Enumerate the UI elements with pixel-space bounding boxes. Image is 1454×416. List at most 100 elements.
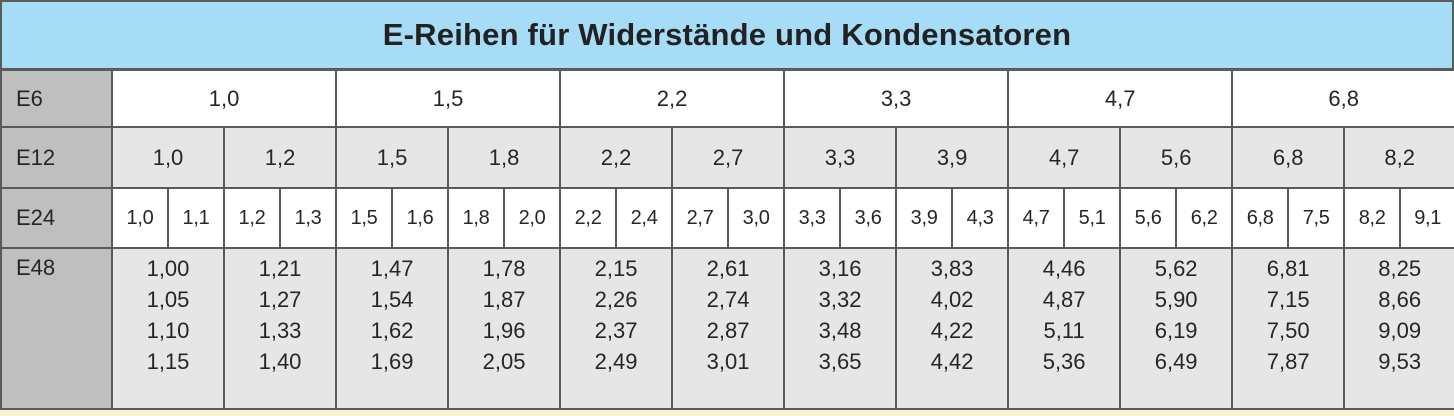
e48-value: 8,25 <box>1378 256 1422 281</box>
e24-value-cell: 1,8 <box>447 187 506 249</box>
e48-value-stack: 1,21 1,27 1,33 1,40 <box>226 250 334 377</box>
e48-value: 5,11 <box>1043 318 1085 343</box>
e48-value-stack: 1,00 1,05 1,10 1,15 <box>114 250 222 377</box>
e6-value-cell: 1,5 <box>335 69 562 128</box>
e24-value-cell: 9,1 <box>1399 187 1454 249</box>
e48-value: 6,49 <box>1154 349 1198 374</box>
e48-value-stack: 3,83 4,02 4,22 4,42 <box>898 250 1006 377</box>
e48-value-stack: 8,25 8,66 9,09 9,53 <box>1346 250 1453 377</box>
e12-value-cell: 3,9 <box>895 126 1010 189</box>
e48-value: 7,50 <box>1266 318 1310 343</box>
e24-value-cell: 5,6 <box>1119 187 1178 249</box>
e48-value: 3,32 <box>818 287 862 312</box>
e48-value-column: 4,46 4,87 5,11 5,36 <box>1007 247 1122 410</box>
e48-value-stack: 1,47 1,54 1,62 1,69 <box>338 250 446 377</box>
table-title: E-Reihen für Widerstände und Kondensator… <box>382 17 1072 52</box>
e24-value-cell: 1,1 <box>167 187 225 249</box>
e48-value: 3,01 <box>706 349 750 374</box>
e48-value-column: 2,15 2,26 2,37 2,49 <box>559 247 674 410</box>
e48-value-column: 6,81 7,15 7,50 7,87 <box>1231 247 1346 410</box>
e48-value: 1,05 <box>146 287 190 312</box>
row-e24: E24 1,0 1,1 1,2 1,3 1,5 1,6 1,8 2,0 2,2 2,4 2,7 3,0 3… <box>0 187 1454 249</box>
e6-value-cell: 2,2 <box>559 69 786 128</box>
e24-value-cell: 1,6 <box>391 187 450 249</box>
e6-value-cell: 4,7 <box>1007 69 1234 128</box>
e48-value-column: 1,21 1,27 1,33 1,40 <box>222 247 338 410</box>
e48-value: 1,15 <box>146 349 190 374</box>
e48-value-stack: 3,16 3,32 3,48 3,65 <box>786 250 894 377</box>
e48-value: 1,21 <box>258 256 302 281</box>
e48-value: 2,15 <box>594 256 638 281</box>
e24-value-cell: 1,0 <box>111 187 169 249</box>
e24-value-cell: 2,0 <box>503 187 562 249</box>
e12-value-cell: 8,2 <box>1343 126 1454 189</box>
e48-value: 1,78 <box>482 256 526 281</box>
e48-value-column: 2,61 2,74 2,87 3,01 <box>671 247 786 410</box>
e12-value-cell: 3,3 <box>783 126 898 189</box>
e48-value-stack: 4,46 4,87 5,11 5,36 <box>1010 250 1118 377</box>
e48-value: 1,40 <box>258 349 302 374</box>
e48-value: 8,66 <box>1378 287 1422 312</box>
e48-value: 1,69 <box>370 349 414 374</box>
e48-value-stack: 5,62 5,90 6,19 6,49 <box>1122 250 1230 377</box>
e48-value: 2,49 <box>594 349 638 374</box>
e12-value-cell: 1,5 <box>335 126 450 189</box>
e48-value: 5,90 <box>1154 287 1198 312</box>
e12-value-cell: 5,6 <box>1119 126 1234 189</box>
e48-value: 1,33 <box>258 318 302 343</box>
e48-value: 6,81 <box>1266 256 1310 281</box>
e24-value-cell: 3,3 <box>783 187 842 249</box>
e12-value-cell: 2,7 <box>671 126 786 189</box>
row-e48: E48 1,00 1,05 1,10 1,15 1,21 1,27 1,33 1,40 1,47 1… <box>0 247 1454 410</box>
e48-value: 1,62 <box>370 318 414 343</box>
e48-value-column: 1,00 1,05 1,10 1,15 <box>111 247 225 410</box>
table-body: E6 1,0 1,5 2,2 3,3 4,7 6,8 E12 1,0 1,2 1,5 1,8 2,2 2,… <box>0 69 1454 410</box>
e48-value-stack: 2,61 2,74 2,87 3,01 <box>674 250 782 377</box>
e48-value: 9,09 <box>1378 318 1422 343</box>
e48-value: 2,61 <box>706 256 750 281</box>
e48-value-column: 5,62 5,90 6,19 6,49 <box>1119 247 1234 410</box>
e24-value-cell: 3,9 <box>895 187 954 249</box>
e48-value: 4,87 <box>1042 287 1086 312</box>
e24-value-cell: 3,6 <box>839 187 898 249</box>
e48-value-column: 3,83 4,02 4,22 4,42 <box>895 247 1010 410</box>
e12-value-cell: 1,8 <box>447 126 562 189</box>
row-label-e24: E24 <box>0 187 113 249</box>
e48-value-column: 3,16 3,32 3,48 3,65 <box>783 247 898 410</box>
e48-value: 3,65 <box>818 349 862 374</box>
e48-value-column: 1,47 1,54 1,62 1,69 <box>335 247 450 410</box>
e6-value-cell: 6,8 <box>1231 69 1454 128</box>
e12-value-cell: 4,7 <box>1007 126 1122 189</box>
e48-value: 4,46 <box>1042 256 1086 281</box>
e48-value: 2,26 <box>594 287 638 312</box>
e48-value: 6,19 <box>1154 318 1198 343</box>
row-e6: E6 1,0 1,5 2,2 3,3 4,7 6,8 <box>0 69 1454 128</box>
e24-value-cell: 1,2 <box>223 187 281 249</box>
e6-value-cell: 1,0 <box>110 69 338 128</box>
e48-value-column: 1,78 1,87 1,96 2,05 <box>447 247 562 410</box>
e24-value-cell: 6,2 <box>1175 187 1234 249</box>
footer-strip <box>0 408 1454 416</box>
e48-value: 9,53 <box>1378 349 1422 374</box>
e48-value: 2,74 <box>706 287 750 312</box>
e48-value: 1,10 <box>146 318 190 343</box>
e48-value: 2,37 <box>594 318 638 343</box>
e48-value-stack: 2,15 2,26 2,37 2,49 <box>562 250 670 377</box>
e24-value-cell: 4,7 <box>1007 187 1066 249</box>
e-series-table: E6 1,0 1,5 2,2 3,3 4,7 6,8 E12 1,0 1,2 1,5 1,8 2,2 2,… <box>0 69 1454 410</box>
e24-value-cell: 1,5 <box>335 187 394 249</box>
row-e12: E12 1,0 1,2 1,5 1,8 2,2 2,7 3,3 3,9 4,7 5,6 6,8 8,2 <box>0 126 1454 189</box>
e24-value-cell: 5,1 <box>1063 187 1122 249</box>
e48-value-column: 8,25 8,66 9,09 9,53 <box>1343 247 1454 410</box>
e24-value-cell: 3,0 <box>727 187 786 249</box>
e48-value: 2,05 <box>482 349 526 374</box>
row-label-e12: E12 <box>0 126 113 189</box>
e48-value: 5,62 <box>1154 256 1198 281</box>
e24-value-cell: 2,2 <box>559 187 618 249</box>
table-title-bar: E-Reihen für Widerstände und Kondensator… <box>0 0 1454 70</box>
e48-value: 1,96 <box>482 318 526 343</box>
e6-value-cell: 3,3 <box>783 69 1010 128</box>
e48-value: 7,87 <box>1266 349 1310 374</box>
e48-value: 1,47 <box>370 256 414 281</box>
e48-value-stack: 6,81 7,15 7,50 7,87 <box>1234 250 1342 377</box>
